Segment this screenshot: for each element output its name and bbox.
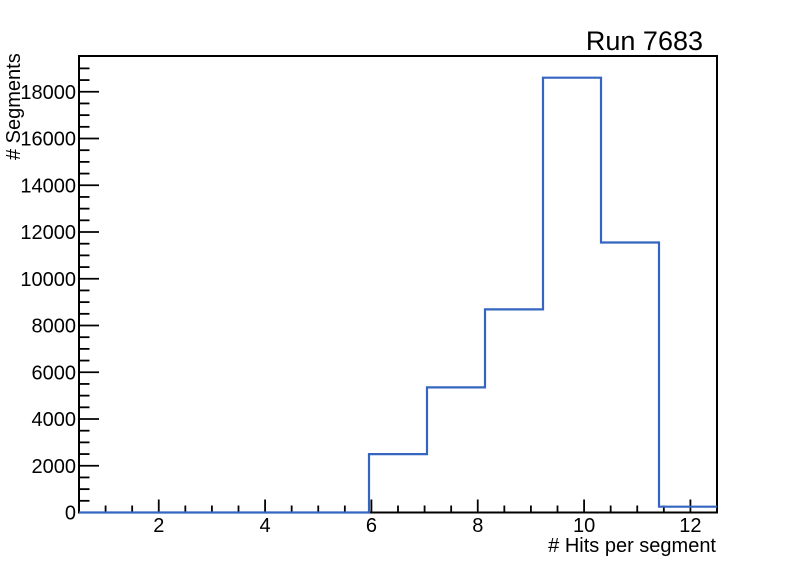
x-tick-label: 12 <box>679 515 701 537</box>
y-axis-title: # Segments <box>3 53 25 160</box>
chart-title: Run 7683 <box>586 26 703 56</box>
y-tick-label: 12000 <box>20 222 76 244</box>
y-tick-label: 0 <box>65 503 76 525</box>
x-axis-title: # Hits per segment <box>548 535 716 557</box>
y-tick-label: 16000 <box>20 129 76 151</box>
y-tick-label: 14000 <box>20 175 76 197</box>
x-tick-label: 10 <box>573 515 595 537</box>
axes-layer: 2 4 6 8 10 12 0 2000 4000 6000 8000 10000 12000 14000… <box>20 55 718 537</box>
y-tick-label: 18000 <box>20 82 76 104</box>
x-tick-label: 6 <box>366 515 377 537</box>
histogram-line <box>79 76 717 514</box>
y-tick-label: 6000 <box>32 362 77 384</box>
plot-frame <box>78 55 718 514</box>
y-tick-label: 2000 <box>32 456 77 478</box>
x-tick-label: 4 <box>260 515 271 537</box>
y-tick-label: 10000 <box>20 269 76 291</box>
y-tick-label: 8000 <box>32 316 77 338</box>
x-tick-label: 8 <box>472 515 483 537</box>
y-tick-label: 4000 <box>32 409 77 431</box>
x-tick-label: 2 <box>153 515 164 537</box>
